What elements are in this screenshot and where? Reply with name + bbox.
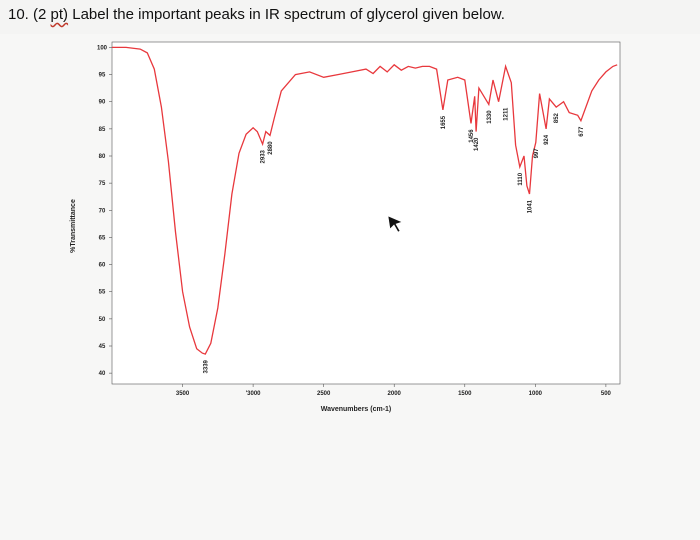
peak-label: 1655: [441, 115, 447, 129]
peak-label: 677: [579, 126, 585, 137]
plot-area: [111, 41, 621, 385]
peak-label: 924: [544, 134, 550, 145]
question-points-unit: pt): [50, 6, 69, 23]
x-tick-label: 1000: [529, 391, 543, 397]
peak-label: 1456: [469, 129, 475, 143]
question-points: (2: [33, 6, 47, 23]
peak-label: 852: [554, 112, 560, 123]
y-tick-label: 70: [99, 208, 106, 214]
peak-label: 1110: [518, 172, 524, 185]
x-tick-label: '3000: [246, 391, 261, 397]
ir-spectrum-chart: 100 95 90 85 80 75 70 65 60 55 50 45 40 3500 '3000 250…: [70, 41, 621, 413]
y-tick-label: 60: [99, 263, 106, 269]
y-tick-label: 55: [99, 290, 106, 296]
peak-label: 1420: [474, 137, 480, 151]
y-tick-label: 75: [99, 181, 106, 187]
peak-label: 1041: [528, 199, 534, 213]
x-tick-label: 500: [601, 391, 612, 397]
spectrum-line: [112, 46, 618, 355]
y-tick-label: 50: [99, 317, 106, 323]
peak-label: 1211: [504, 107, 510, 121]
y-tick-label: 95: [99, 73, 106, 79]
question-prompt: Label the important peaks in IR spectrum…: [72, 6, 505, 23]
x-axis-label: Wavenumbers (cm-1): [321, 406, 392, 413]
y-tick-label: 100: [97, 45, 108, 51]
arrow-cursor-icon: [387, 215, 403, 233]
spectrum-figure: 100 95 90 85 80 75 70 65 60 55 50 45 40 3500 '3000 250…: [0, 34, 700, 540]
question-number: 10.: [8, 6, 29, 23]
y-tick-label: 45: [99, 344, 106, 350]
x-tick-label: 2500: [317, 391, 331, 397]
peak-label: 3339: [203, 359, 209, 373]
peak-label: 997: [534, 148, 540, 159]
x-axis: 3500 '3000 2500 2000 1500 1000 500: [176, 384, 612, 397]
peak-label: 1330: [487, 110, 493, 124]
y-tick-label: 90: [99, 100, 106, 106]
y-axis-label: %Transmittance: [70, 199, 77, 253]
question-text: 10. (2 pt) Label the important peaks in …: [8, 6, 505, 23]
x-tick-label: 3500: [176, 391, 190, 397]
y-tick-label: 80: [99, 154, 106, 160]
y-tick-label: 65: [99, 235, 106, 241]
peak-label: 2933: [261, 149, 267, 163]
peak-label: 2880: [268, 141, 274, 155]
y-axis: 100 95 90 85 80 75 70 65 60 55 50 45 40: [97, 45, 112, 377]
y-tick-label: 40: [99, 371, 106, 377]
x-tick-label: 2000: [388, 391, 402, 397]
y-tick-label: 85: [99, 127, 106, 133]
x-tick-label: 1500: [458, 391, 472, 397]
